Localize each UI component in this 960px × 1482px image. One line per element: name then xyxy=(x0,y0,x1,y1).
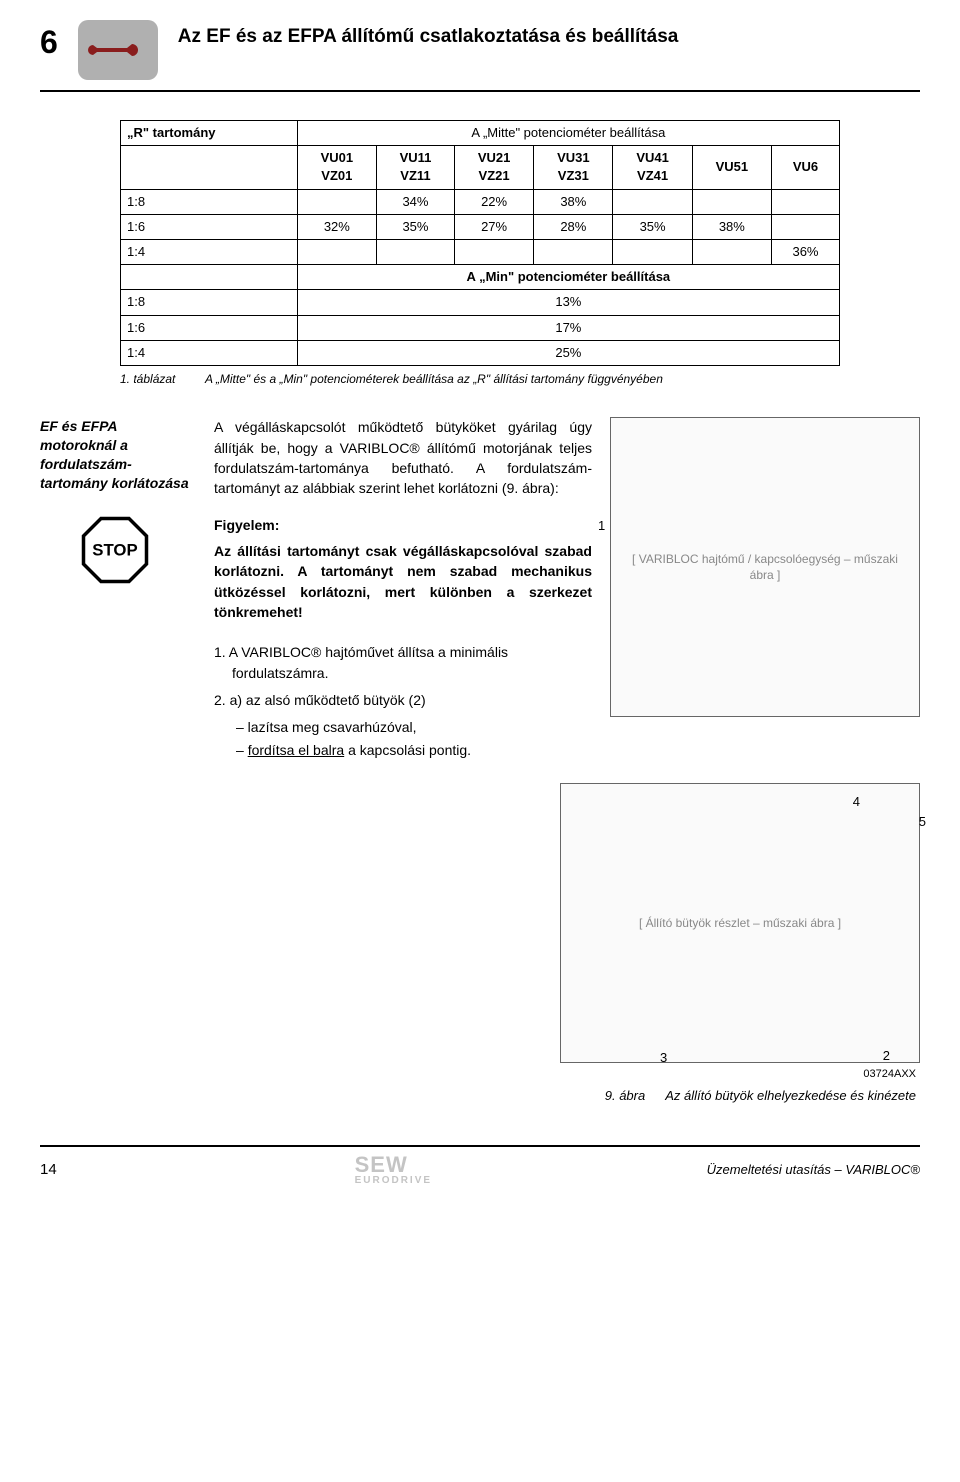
page-title: Az EF és az EFPA állítómű csatlakoztatás… xyxy=(178,24,679,51)
section-paragraph: A végálláskapcsolót működtető bütyköket … xyxy=(214,417,592,504)
page-footer: 14 SEW EURODRIVE Üzemeltetési utasítás –… xyxy=(40,1155,920,1185)
col-h: VU31 VZ31 xyxy=(534,146,613,189)
col-h: VU11 VZ11 xyxy=(376,146,454,189)
step-item: 1. A VARIBLOC® hajtóművet állítsa a mini… xyxy=(214,642,592,684)
page-header: 6 Az EF és az EFPA állítómű csatlakoztat… xyxy=(40,20,920,86)
illustration-lower: 5 4 3 2 [ Állító bütyök részlet – műszak… xyxy=(560,783,920,1063)
mitte-header: A „Mitte" potenciométer beállítása xyxy=(297,121,839,146)
col-h: VU51 xyxy=(692,146,771,189)
wrench-icon xyxy=(78,20,158,80)
stop-icon: STOP xyxy=(40,515,190,628)
table-row: 1:6 17% xyxy=(121,315,840,340)
min-header: A „Min" potenciométer beállítása xyxy=(297,265,839,290)
callout-label: 4 xyxy=(853,793,860,811)
col-h: VU6 xyxy=(771,146,839,189)
col-h: VU21 VZ21 xyxy=(454,146,533,189)
col-h: VU41 VZ41 xyxy=(613,146,692,189)
header-divider xyxy=(40,90,920,92)
section-body: EF és EFPA motoroknál a fordulatszám-tar… xyxy=(40,417,920,763)
step-subitem: – lazítsa meg csavarhúzóval, xyxy=(214,717,592,738)
table-row: 1:6 32% 35% 27% 28% 35% 38% xyxy=(121,214,840,239)
warning-heading: Figyelem: xyxy=(214,515,592,535)
table-row: 1:4 36% xyxy=(121,239,840,264)
column-header-row: VU01 VZ01 VU11 VZ11 VU21 VZ21 VU31 VZ31 … xyxy=(121,146,840,189)
steps-list: 1. A VARIBLOC® hajtóművet állítsa a mini… xyxy=(214,642,592,763)
table-row: 1:8 13% xyxy=(121,290,840,315)
col-h: VU01 VZ01 xyxy=(297,146,376,189)
footer-divider xyxy=(40,1145,920,1147)
sew-logo: SEW EURODRIVE xyxy=(355,1155,432,1185)
callout-label: 5 xyxy=(919,813,926,831)
callout-label: 2 xyxy=(883,1047,890,1065)
illustration-upper: 1 [ VARIBLOC hajtómű / kapcsolóegység – … xyxy=(610,417,920,717)
footer-title: Üzemeltetési utasítás – VARIBLOC® xyxy=(707,1161,920,1179)
step-item: 2. a) az alsó működtető bütyök (2) xyxy=(214,690,592,711)
warning-text: Az állítási tartományt csak végálláskapc… xyxy=(214,541,592,622)
section-side-label: EF és EFPA motoroknál a fordulatszám-tar… xyxy=(40,417,190,504)
svg-text:STOP: STOP xyxy=(92,540,137,559)
figure-caption: 9. ábra Az állító bütyök elhelyezkedése … xyxy=(40,1087,920,1105)
table-row: 1:4 25% xyxy=(121,340,840,365)
chapter-number: 6 xyxy=(40,26,58,58)
table-caption: 1. táblázat A „Mitte" és a „Min" potenci… xyxy=(120,372,840,388)
potentiometer-table: „R" tartomány A „Mitte" potenciométer be… xyxy=(120,120,840,366)
range-header: „R" tartomány xyxy=(121,121,298,146)
tech-drawing-placeholder: [ VARIBLOC hajtómű / kapcsolóegység – mű… xyxy=(610,417,920,717)
page-number: 14 xyxy=(40,1159,80,1180)
tech-drawing-placeholder: [ Állító bütyök részlet – műszaki ábra ] xyxy=(560,783,920,1063)
callout-label: 3 xyxy=(660,1049,667,1067)
illustration-code: 03724AXX xyxy=(40,1067,920,1082)
step-subitem: – fordítsa el balra a kapcsolási pontig. xyxy=(214,740,592,761)
table-row: 1:8 34% 22% 38% xyxy=(121,189,840,214)
callout-label: 1 xyxy=(598,517,605,535)
